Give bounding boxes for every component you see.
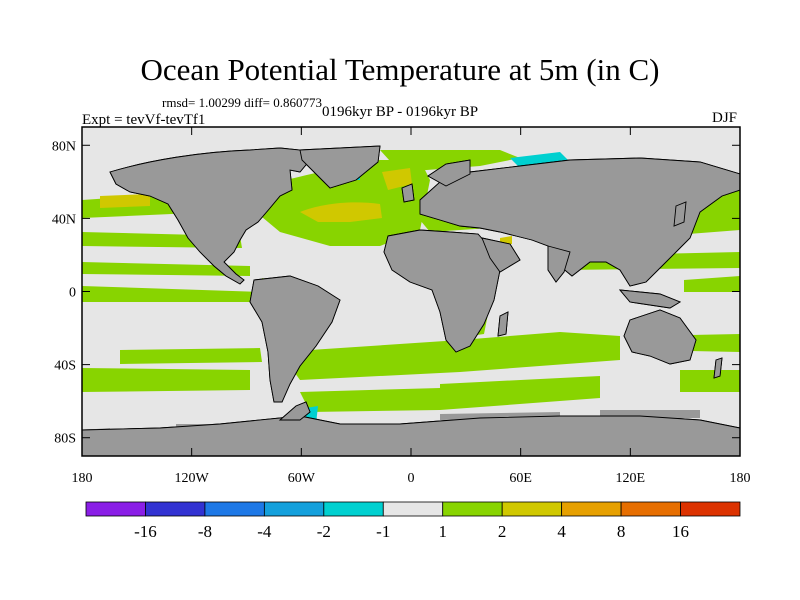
- colorbar-label: -8: [198, 522, 212, 541]
- colorbar-label: -1: [376, 522, 390, 541]
- experiment-label: Expt = tevVf-tevTf1: [82, 112, 206, 128]
- colorbar-label: -2: [317, 522, 331, 541]
- colorbar-label: 8: [617, 522, 626, 541]
- colorbar-swatch: [204, 501, 265, 517]
- lon-tick-label: 0: [408, 471, 415, 486]
- colorbar-swatch: [323, 501, 384, 517]
- lon-tick-label: 60E: [509, 471, 532, 486]
- colorbar-swatch: [501, 501, 563, 517]
- lat-tick-label: 80N: [52, 139, 76, 154]
- colorbar-label: 2: [498, 522, 507, 541]
- colorbar: -16 -8 -4 -2 -1 1 2 4 8 16: [85, 501, 741, 541]
- colorbar-label: -16: [134, 522, 157, 541]
- strong-warm-anomaly-fill: [100, 168, 512, 246]
- lat-tick-label: 80S: [54, 432, 76, 447]
- colorbar-swatch: [145, 501, 206, 517]
- colorbar-swatch: [561, 501, 622, 517]
- map-title: Ocean Potential Temperature at 5m (in C): [140, 52, 660, 87]
- lon-tick-label: 120W: [175, 471, 210, 486]
- lat-tick-label: 0: [69, 286, 76, 301]
- lon-tick-label: 60W: [288, 471, 316, 486]
- colorbar-swatch: [382, 501, 444, 517]
- colorbar-label: 1: [438, 522, 447, 541]
- lon-tick-label: 180: [730, 471, 751, 486]
- lat-tick-label: 40N: [52, 212, 76, 227]
- season-label: DJF: [712, 110, 738, 126]
- lon-tick-label: 180: [72, 471, 93, 486]
- lon-tick-label: 120E: [616, 471, 646, 486]
- colorbar-swatch: [442, 501, 503, 517]
- colorbar-swatch: [263, 501, 325, 517]
- colorbar-label: -4: [257, 522, 272, 541]
- period-label: 0196kyr BP - 0196kyr BP: [322, 104, 479, 120]
- map-panel: [82, 127, 740, 456]
- colorbar-swatch: [680, 501, 741, 517]
- colorbar-label: 4: [557, 522, 566, 541]
- stats-label: rmsd= 1.00299 diff= 0.860773: [162, 95, 322, 110]
- longitude-ticks: 180 120W 60W 0 60E 120E 180: [72, 127, 751, 486]
- colorbar-swatch: [620, 501, 681, 517]
- lat-tick-label: 40S: [54, 359, 76, 374]
- colorbar-label: 16: [672, 522, 689, 541]
- latitude-ticks: 80N 40N 0 40S 80S: [52, 139, 740, 447]
- colorbar-swatch: [85, 501, 146, 517]
